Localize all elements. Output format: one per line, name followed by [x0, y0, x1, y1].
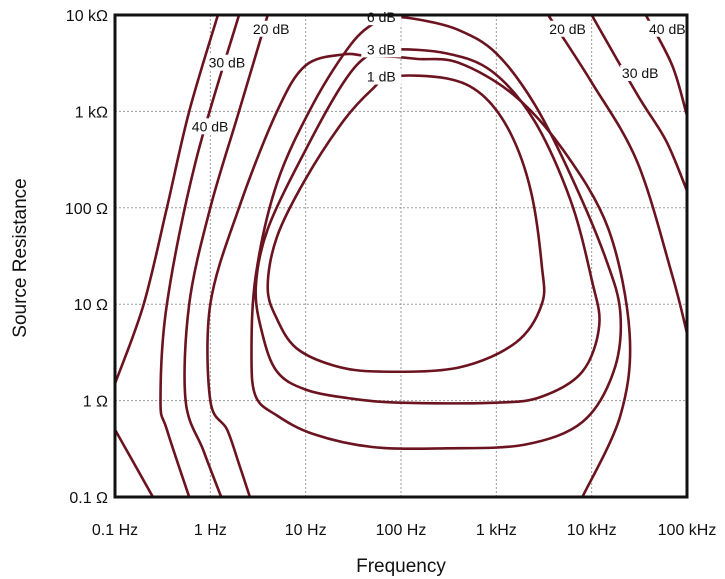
contour-label-40db: 40 dB — [647, 20, 688, 37]
contour-label-40db: 40 dB — [190, 118, 231, 135]
contour-label-text: 20 dB — [549, 21, 586, 37]
contour-label-background — [361, 41, 402, 58]
contour-label-background — [190, 118, 231, 135]
y-tick-label: 100 Ω — [65, 201, 108, 218]
contour-line-20db — [183, 15, 269, 497]
contour-label-background — [251, 20, 292, 37]
x-tick-label: 10 kHz — [567, 522, 617, 539]
contour-label-background — [620, 65, 661, 82]
x-tick-label: 100 Hz — [376, 522, 427, 539]
contour-line-3db — [254, 48, 601, 405]
x-axis-title: Frequency — [356, 556, 446, 577]
contour-line-unlabeled — [115, 428, 155, 497]
y-tick-labels: 0.1 Ω 1 Ω 10 Ω 100 Ω 1 kΩ 10 kΩ — [65, 8, 108, 507]
contour-label-text: 6 dB — [367, 9, 396, 25]
contour-label-background — [361, 9, 402, 26]
contour-label-background — [206, 54, 247, 71]
x-tick-label: 100 kHz — [658, 522, 717, 539]
contour-label-3db: 3 dB — [361, 41, 402, 58]
contour-line-40db — [115, 15, 220, 385]
contour-label-30db: 30 dB — [620, 65, 661, 82]
contour-line-30db — [159, 15, 241, 497]
y-tick-label: 10 Ω — [74, 297, 108, 314]
contour-label-text: 3 dB — [367, 41, 396, 57]
contour-label-1db: 1 dB — [361, 68, 402, 85]
x-tick-label: 1 Hz — [194, 522, 227, 539]
y-tick-label: 0.1 Ω — [69, 490, 108, 507]
y-axis-title: Source Resistance — [10, 178, 31, 337]
y-tick-label: 10 kΩ — [66, 8, 108, 25]
contour-label-text: 40 dB — [649, 21, 686, 37]
x-tick-label: 0.1 Hz — [92, 522, 138, 539]
x-tick-labels: 0.1 Hz 1 Hz 10 Hz 100 Hz 1 kHz 10 kHz 100 kHz — [92, 522, 716, 539]
contour-label-text: 40 dB — [192, 118, 229, 134]
y-tick-label: 1 Ω — [83, 394, 108, 411]
contour-line-30db — [590, 15, 687, 193]
contour-label-background — [647, 20, 688, 37]
contour-label-text: 1 dB — [367, 69, 396, 85]
contour-label-background — [547, 20, 588, 37]
contour-label-20db: 20 dB — [547, 20, 588, 37]
contour-label-text: 20 dB — [253, 21, 290, 37]
contour-line-1db — [266, 74, 546, 374]
contour-label-background — [361, 68, 402, 85]
contour-line-6db — [250, 15, 623, 451]
contour-label-30db: 30 dB — [206, 54, 247, 71]
x-tick-label: 10 Hz — [285, 522, 327, 539]
x-tick-label: 1 kHz — [476, 522, 517, 539]
y-tick-label: 1 kΩ — [75, 104, 108, 121]
grid — [115, 15, 687, 497]
contour-line-20db — [546, 15, 687, 335]
contour-label-text: 30 dB — [209, 55, 246, 71]
plot-frame — [113, 13, 689, 499]
contour-label-text: 30 dB — [622, 65, 659, 81]
contour-label-20db: 20 dB — [251, 20, 292, 37]
contour-label-6db: 6 dB — [361, 9, 402, 26]
